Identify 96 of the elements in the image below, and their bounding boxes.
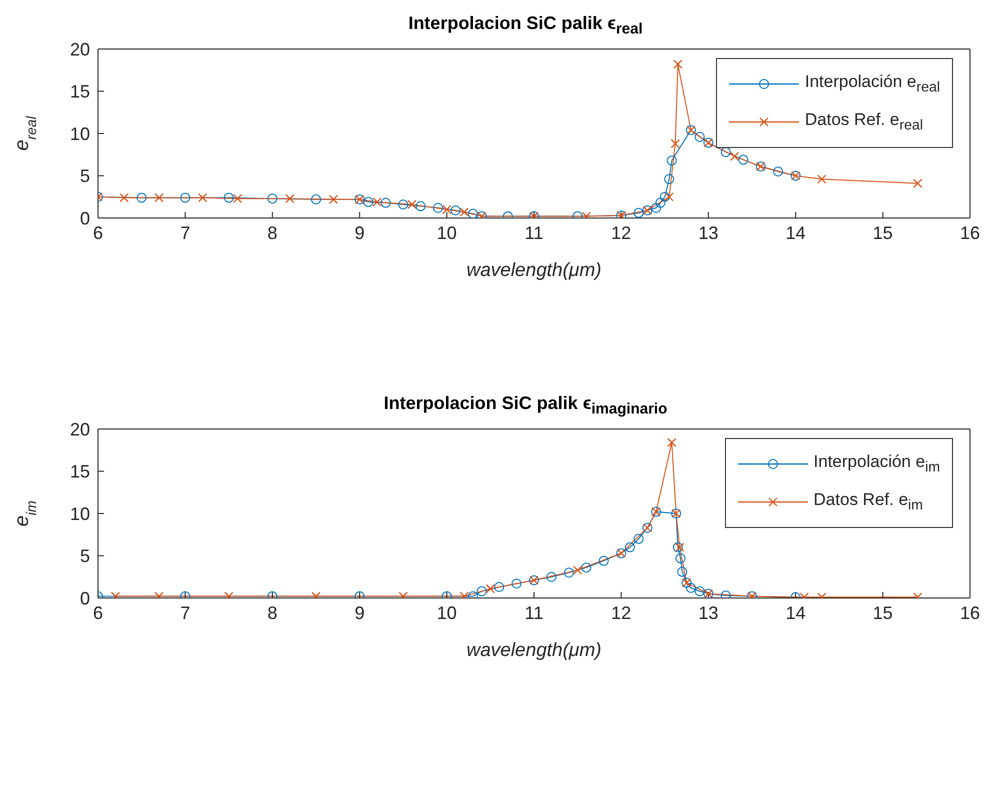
- x-tick-label: 7: [180, 602, 190, 623]
- chart-title: Interpolacion SiC palik ϵ$_{imaginario}$: [382, 392, 668, 418]
- point: [655, 198, 666, 208]
- y-tick-label: 0: [80, 208, 90, 228]
- x-tick-label: 9: [354, 222, 365, 243]
- x-tick-label: 7: [180, 222, 190, 243]
- x-tick-label: 9: [354, 602, 365, 623]
- point: [677, 566, 688, 577]
- y-tick-label: 10: [70, 504, 90, 524]
- y-tick-label: 15: [70, 462, 90, 482]
- point: [738, 154, 748, 165]
- x-tick-label: 15: [872, 602, 893, 623]
- point: [267, 194, 278, 204]
- y-tick-label: 20: [70, 39, 90, 60]
- point: [581, 562, 592, 573]
- point: [328, 194, 338, 204]
- x-tick-label: 12: [611, 602, 632, 623]
- legend-label: Datos Ref. e$_{real}$: [804, 110, 923, 134]
- point: [416, 201, 426, 212]
- point: [664, 192, 674, 202]
- point: [664, 174, 674, 184]
- point: [694, 586, 705, 596]
- legend-label: Interpolación e$_{real}$: [804, 72, 940, 96]
- x-tick-label: 6: [92, 222, 104, 243]
- y-tick-label: 15: [70, 82, 90, 102]
- point: [573, 566, 582, 575]
- y-tick-label: 5: [80, 546, 90, 566]
- x-tick-label: 12: [611, 222, 632, 243]
- x-tick-label: 16: [960, 602, 980, 623]
- x-tick-label: 13: [698, 222, 718, 243]
- point: [660, 192, 670, 202]
- x-tick-label: 16: [960, 222, 980, 243]
- y-tick-label: 0: [80, 588, 90, 608]
- x-tick-label: 10: [436, 222, 457, 243]
- point: [442, 204, 452, 214]
- x-axis-title: wavelength(μm): [466, 260, 602, 281]
- point: [666, 156, 677, 166]
- point: [311, 194, 321, 204]
- point: [120, 193, 129, 202]
- point: [363, 196, 374, 207]
- point: [154, 193, 164, 202]
- x-tick-label: 6: [92, 602, 104, 623]
- point: [598, 556, 609, 566]
- point: [433, 202, 444, 213]
- point: [670, 139, 680, 148]
- x-tick-label: 15: [872, 222, 893, 243]
- point: [672, 542, 683, 552]
- point: [675, 553, 686, 564]
- point: [720, 147, 731, 158]
- point: [913, 178, 922, 188]
- point: [372, 197, 382, 207]
- point: [494, 582, 504, 592]
- y-tick-label: 20: [70, 419, 90, 440]
- point: [136, 192, 147, 203]
- x-tick-label: 13: [698, 602, 718, 623]
- x-tick-label: 14: [786, 602, 806, 623]
- y-tick-label: 10: [70, 124, 90, 144]
- point: [624, 542, 635, 552]
- y-tick-label: 5: [80, 166, 90, 186]
- point: [564, 568, 574, 578]
- point: [224, 192, 234, 203]
- point: [512, 578, 522, 589]
- point: [673, 60, 682, 69]
- point: [817, 174, 826, 184]
- legend-label: Datos Ref. e$_{im}$: [814, 490, 923, 514]
- x-tick-label: 8: [267, 222, 278, 243]
- legend-label: Interpolación e$_{im}$: [814, 452, 940, 476]
- point: [730, 152, 740, 161]
- chart-title: Interpolacion SiC palik ϵ$_{real}$: [407, 12, 644, 38]
- x-tick-label: 8: [267, 602, 278, 623]
- point: [450, 205, 461, 216]
- point: [686, 582, 696, 593]
- point: [773, 166, 784, 177]
- point: [476, 586, 487, 596]
- point: [634, 208, 644, 218]
- x-axis-title: wavelength(μm): [466, 640, 602, 661]
- point: [675, 542, 684, 552]
- x-tick-label: 14: [786, 222, 806, 243]
- point: [198, 193, 208, 202]
- point: [651, 202, 662, 213]
- x-tick-label: 11: [524, 222, 544, 243]
- point: [694, 132, 705, 142]
- point: [720, 590, 731, 598]
- point: [468, 208, 478, 218]
- point: [180, 192, 190, 203]
- point: [380, 198, 391, 208]
- point: [232, 194, 242, 204]
- x-tick-label: 11: [524, 602, 544, 623]
- point: [486, 584, 495, 594]
- point: [460, 207, 469, 217]
- point: [546, 572, 556, 582]
- x-tick-label: 10: [436, 602, 457, 623]
- point: [407, 200, 417, 210]
- point: [398, 199, 408, 210]
- point: [285, 194, 294, 204]
- point: [634, 534, 644, 544]
